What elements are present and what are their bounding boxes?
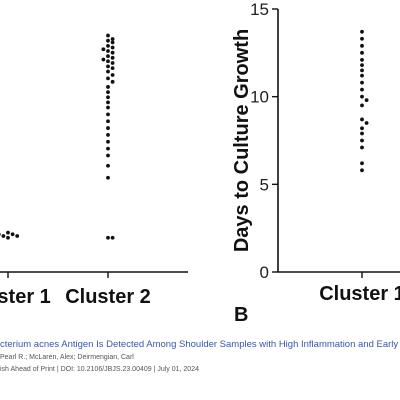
panel-a-data-point: [106, 49, 110, 53]
panel-a-data-point: [110, 73, 115, 77]
caption-authors: Pearl R.; McLaren, Alex; Deirmengian, Ca…: [0, 354, 134, 361]
panel-b-chart: 0 5 10 15 Days to Culture Growth Cluster 1 B: [231, 0, 400, 326]
panel-b-data-point: [364, 121, 369, 125]
panel-a-data-point: [106, 43, 110, 48]
panel-b-data-point: [360, 73, 364, 78]
panel-a-data-point: [106, 33, 110, 38]
panel-b-y-axis-label: Days to Culture Growth: [231, 29, 253, 252]
panel-a-data-point: [0, 232, 1, 236]
panel-a-category-label: Cluster 2: [65, 286, 151, 308]
panel-b-data-point: [360, 36, 364, 41]
panel-a-chart: Cluster 1 Cluster 2: [0, 33, 188, 308]
panel-a-data-point: [106, 163, 110, 168]
panel-b-data-point: [360, 80, 364, 85]
figure-caption: cterium acnes Antigen Is Detected Among …: [0, 338, 400, 376]
panel-a-data-point: [106, 146, 110, 151]
panel-b-y-tick-label: 0: [260, 263, 269, 282]
panel-a-data-point: [106, 76, 110, 81]
panel-b-data-point: [360, 138, 364, 143]
panel-a-data-point: [110, 61, 115, 65]
panel-a-data-point: [106, 119, 110, 124]
panel-a-data-point: [106, 90, 110, 94]
panel-a-data-point: [106, 54, 110, 59]
panel-a-data-point: [106, 235, 110, 240]
panel-b-data-point: [364, 98, 369, 103]
panel-b-data-point: [360, 43, 364, 48]
panel-a-data-point: [106, 64, 110, 69]
panel-b-data-point: [360, 131, 364, 136]
panel-b-data-point: [360, 57, 364, 62]
panel-a-data-point: [110, 235, 115, 240]
panel-a-data-point: [106, 85, 110, 89]
panel-a-category-label: Cluster 1: [0, 286, 51, 308]
panel-b-data-point: [360, 103, 364, 108]
panel-a-data-point: [110, 50, 115, 55]
panel-a-data-point: [1, 234, 6, 238]
panel-a-data-point: [101, 47, 106, 52]
panel-b-data-point: [360, 126, 364, 131]
panel-a-data-point: [106, 175, 110, 180]
panel-b-data-point: [360, 94, 364, 99]
panel-a-data-point: [106, 59, 110, 64]
panel-b-y-tick-label: 15: [250, 0, 269, 19]
panel-a-data-point: [106, 38, 110, 43]
panel-b-data-point: [360, 29, 364, 34]
caption-citation: ish Ahead of Print | DOI: 10.2106/JBJS.2…: [0, 366, 199, 373]
panel-b-data-point: [360, 145, 364, 150]
panel-a-data-point: [110, 40, 115, 45]
panel-b-y-tick-label: 5: [260, 175, 269, 194]
panel-a-data-point: [6, 230, 10, 235]
panel-a-data-point: [110, 37, 115, 41]
panel-a-data-point: [106, 112, 110, 117]
panel-a-data-point: [106, 126, 110, 130]
panel-a-data-point: [110, 79, 115, 84]
panel-b-data-point: [360, 117, 364, 122]
panel-a-data-point: [10, 232, 15, 237]
panel-b-data-point: [360, 50, 364, 55]
panel-a-data-point: [6, 235, 10, 240]
caption-title[interactable]: cterium acnes Antigen Is Detected Among …: [0, 339, 400, 350]
panel-a-data-point: [106, 133, 110, 137]
panel-b-letter: B: [234, 304, 248, 326]
panel-b-data-point: [360, 87, 364, 92]
panel-b-y-tick-label: 10: [250, 88, 269, 107]
panel-a-data-point: [110, 55, 115, 60]
panel-a-data-point: [106, 105, 110, 110]
panel-a-data-point: [101, 57, 106, 62]
panel-a-data-point: [110, 45, 115, 50]
panel-a-data-point: [110, 66, 115, 71]
panel-a-data-point: [106, 100, 110, 105]
panel-b-category-label: Cluster 1: [319, 283, 400, 305]
panel-b-data-point: [360, 168, 364, 173]
panel-a-data-point: [15, 234, 20, 238]
panel-b-data-point: [360, 68, 364, 73]
panel-b-data-point: [360, 63, 364, 68]
panel-a-data-point: [106, 139, 110, 144]
panel-a-data-point: [106, 153, 110, 158]
panel-a-data-point: [106, 69, 110, 74]
panel-b-data-point: [360, 161, 364, 166]
panel-a-data-point: [106, 95, 110, 100]
